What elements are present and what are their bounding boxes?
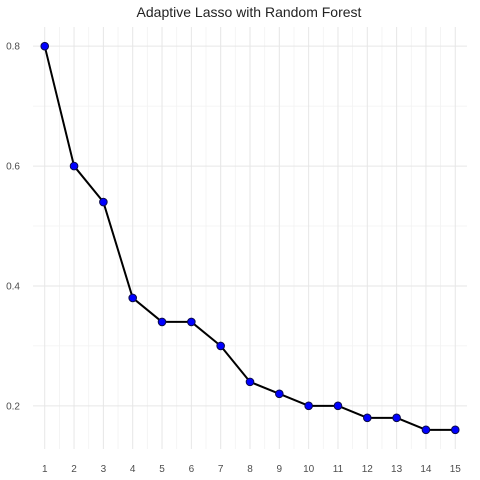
x-tick-label: 6 bbox=[189, 464, 195, 475]
chart-title: Adaptive Lasso with Random Forest bbox=[137, 4, 362, 20]
x-tick-label: 14 bbox=[420, 464, 432, 475]
data-point bbox=[392, 413, 401, 423]
axis-labels: 1 2 3 4 5 6 7 8 9 10 11 12 13 14 150.20.40.60.8 bbox=[6, 42, 461, 475]
data-point bbox=[245, 377, 255, 387]
grid-layer bbox=[33, 27, 467, 449]
x-tick-label: 3 bbox=[101, 464, 107, 475]
y-tick-label: 0.4 bbox=[6, 281, 20, 292]
data-point bbox=[333, 401, 343, 411]
data-point bbox=[157, 317, 167, 327]
x-tick-label: 7 bbox=[218, 464, 224, 475]
x-tick-label: 11 bbox=[333, 464, 344, 475]
data-point bbox=[99, 197, 108, 207]
y-tick-label: 0.2 bbox=[6, 401, 20, 412]
data-point bbox=[187, 317, 196, 327]
data-point bbox=[275, 389, 284, 399]
x-tick-label: 2 bbox=[71, 464, 77, 475]
y-tick-label: 0.8 bbox=[6, 42, 20, 53]
data-point bbox=[69, 161, 79, 171]
x-tick-label: 10 bbox=[303, 464, 315, 475]
x-tick-label: 1 bbox=[42, 464, 48, 475]
data-point bbox=[362, 413, 372, 423]
x-tick-label: 15 bbox=[450, 464, 462, 475]
data-point bbox=[216, 341, 225, 351]
data-point bbox=[128, 293, 138, 303]
data-point bbox=[450, 425, 460, 435]
x-tick-label: 13 bbox=[391, 464, 403, 475]
data-point bbox=[421, 425, 431, 435]
data-point bbox=[40, 41, 50, 51]
x-tick-label: 4 bbox=[130, 464, 136, 475]
x-tick-label: 12 bbox=[362, 464, 374, 475]
x-tick-label: 5 bbox=[159, 464, 165, 475]
y-tick-label: 0.6 bbox=[6, 162, 20, 173]
series-layer bbox=[40, 41, 460, 435]
x-tick-label: 9 bbox=[277, 464, 283, 475]
x-tick-label: 8 bbox=[247, 464, 253, 475]
data-point bbox=[304, 401, 313, 411]
